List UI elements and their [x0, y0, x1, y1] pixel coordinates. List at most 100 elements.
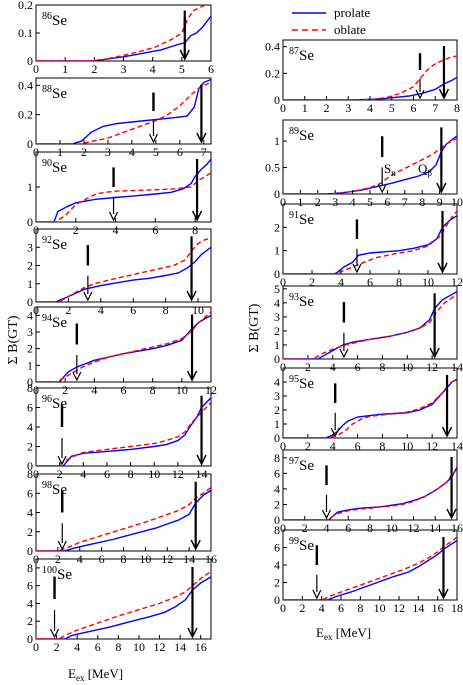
x-tick-label: 6 — [355, 360, 361, 374]
y-tick-label: 0 — [274, 513, 280, 527]
x-tick-label: 2 — [305, 439, 311, 453]
y-tick-label: 2 — [27, 440, 33, 454]
y-tick-label: 4 — [274, 375, 280, 389]
x-tick-label: 4 — [324, 521, 330, 535]
x-tick-label: 2 — [324, 101, 330, 115]
series-line-prolate — [36, 314, 211, 382]
qb-marker-head — [186, 370, 198, 382]
sn-marker-head — [415, 89, 425, 100]
x-tick-label: 1 — [297, 195, 303, 209]
x-tick-label: 4 — [338, 275, 344, 289]
x-tick-label: 8 — [419, 195, 425, 209]
x-tick-label: 4 — [330, 439, 336, 453]
y-tick-label: 1 — [274, 244, 280, 258]
x-tick-label: 8 — [379, 360, 385, 374]
x-tick-label: 4 — [319, 601, 325, 615]
qb-marker-head — [436, 182, 447, 194]
x-tick-label: 8 — [396, 275, 402, 289]
y-tick-label: 0.4 — [18, 78, 33, 92]
x-tick-label: 4 — [98, 303, 104, 317]
nucleus-mass-number: 95 — [289, 374, 299, 385]
nucleus-label: 91Se — [289, 210, 314, 228]
y-tick-label: 1 — [27, 277, 33, 291]
x-axis-label-right: Eex [MeV] — [316, 625, 371, 642]
qb-marker-head — [437, 262, 448, 274]
nucleus-label: 90Se — [42, 158, 67, 176]
x-tick-label: 10 — [401, 439, 413, 453]
annotation-qb: Qβ — [418, 161, 432, 178]
nucleus-label: 89Se — [289, 126, 314, 144]
x-tick-label: 7 — [432, 101, 438, 115]
y-tick-label: 8 — [274, 523, 280, 537]
x-tick-label: 12 — [408, 521, 420, 535]
sn-marker-head — [312, 589, 322, 600]
x-tick-label: 3 — [121, 62, 127, 76]
x-tick-label: 8 — [357, 601, 363, 615]
nucleus-label: 96Se — [42, 394, 67, 412]
x-tick-label: 4 — [113, 223, 119, 237]
y-tick-label: 1 — [274, 417, 280, 431]
nucleus-mass-number: 98 — [42, 480, 52, 491]
x-tick-label: 12 — [426, 439, 438, 453]
sn-marker-head — [352, 263, 362, 274]
sn-marker-head — [72, 371, 82, 382]
y-tick-label: 2 — [274, 220, 280, 234]
y-tick-label: 1 — [274, 338, 280, 352]
series-line-oblate — [283, 293, 457, 359]
nucleus-element: Se — [52, 482, 67, 498]
x-tick-label: 18 — [451, 601, 463, 615]
nucleus-mass-number: 100 — [42, 565, 57, 576]
y-tick-label: 0 — [274, 352, 280, 366]
x-tick-label: 6 — [345, 521, 351, 535]
x-tick-label: 16 — [451, 521, 463, 535]
sn-marker-head — [57, 540, 67, 551]
x-tick-label: 2 — [315, 195, 321, 209]
nucleus-label: 93Se — [289, 292, 314, 310]
nucleus-label: 92Se — [42, 235, 67, 253]
x-tick-label: 10 — [374, 601, 386, 615]
x-tick-label: 2 — [305, 360, 311, 374]
series-line-oblate — [283, 468, 457, 520]
x-tick-label: 0 — [280, 521, 286, 535]
nucleus-label: 97Se — [289, 456, 314, 474]
x-tick-label: 6 — [121, 383, 127, 397]
nucleus-mass-number: 90 — [42, 158, 52, 169]
x-tick-label: 0 — [33, 640, 39, 654]
y-tick-label: 0.2 — [265, 66, 280, 80]
x-tick-label: 10 — [401, 360, 413, 374]
nucleus-label: 98Se — [42, 480, 67, 498]
sn-marker-head — [377, 183, 387, 194]
series-line-oblate — [36, 237, 211, 302]
nucleus-element: Se — [299, 128, 314, 144]
x-tick-label: 2 — [62, 383, 68, 397]
qb-marker-head — [186, 290, 197, 302]
legend-label-prolate: prolate — [334, 5, 370, 20]
series-line-oblate — [36, 570, 211, 639]
legend: prolate oblate — [292, 5, 370, 37]
y-axis-label-left: Σ B(GT) — [6, 315, 21, 364]
nucleus-mass-number: 86 — [42, 11, 52, 22]
series-line-prolate — [36, 78, 211, 144]
x-tick-label: 3 — [345, 101, 351, 115]
nucleus-label: 88Se — [42, 84, 67, 102]
y-tick-label: 2 — [274, 324, 280, 338]
nucleus-mass-number: 89 — [289, 126, 299, 137]
y-tick-label: 6 — [274, 541, 280, 555]
sn-marker-head — [49, 628, 60, 639]
y-tick-label: 8 — [27, 467, 33, 481]
legend-label-oblate: oblate — [334, 22, 366, 37]
x-tick-label: 14 — [429, 521, 441, 535]
y-tick-label: 8 — [27, 381, 33, 395]
y-tick-label: 8 — [274, 451, 280, 465]
x-tick-label: 16 — [432, 601, 444, 615]
nucleus-mass-number: 92 — [42, 235, 52, 246]
x-tick-label: 10 — [176, 383, 188, 397]
nucleus-element: Se — [52, 160, 67, 176]
qb-marker-head — [190, 539, 201, 551]
y-tick-label: 5 — [274, 282, 280, 296]
x-tick-label: 6 — [411, 101, 417, 115]
